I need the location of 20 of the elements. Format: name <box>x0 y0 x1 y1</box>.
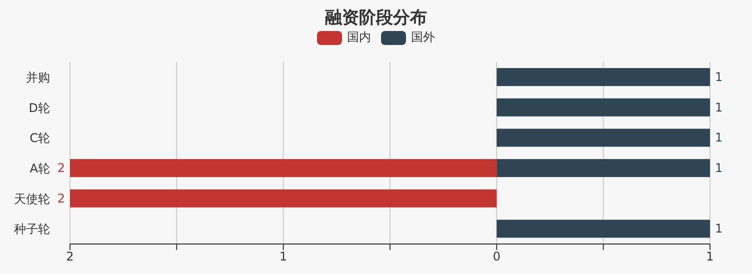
chart-title: 融资阶段分布 <box>324 7 428 29</box>
legend-label: 国外 <box>411 29 435 46</box>
y-tick-label: 并购 <box>26 70 50 84</box>
data-label: 2 <box>57 191 65 206</box>
y-tick-label: C轮 <box>30 131 50 146</box>
data-label: 1 <box>715 70 723 84</box>
y-tick-label: 天使轮 <box>14 192 50 206</box>
y-tick-label: A轮 <box>30 161 50 176</box>
y-tick-label: D轮 <box>28 100 50 115</box>
x-tick-label: 1 <box>706 250 714 264</box>
legend-label: 国内 <box>347 29 371 46</box>
data-label: 1 <box>715 161 723 176</box>
x-tick-label: 2 <box>66 250 74 264</box>
data-label: 1 <box>715 130 723 145</box>
data-label: 1 <box>715 222 723 236</box>
data-label: 1 <box>715 100 723 114</box>
x-tick-label: 1 <box>280 250 288 264</box>
data-label: 2 <box>57 161 65 176</box>
y-tick-label: 种子轮 <box>14 222 50 236</box>
x-tick-label: 0 <box>492 250 500 264</box>
